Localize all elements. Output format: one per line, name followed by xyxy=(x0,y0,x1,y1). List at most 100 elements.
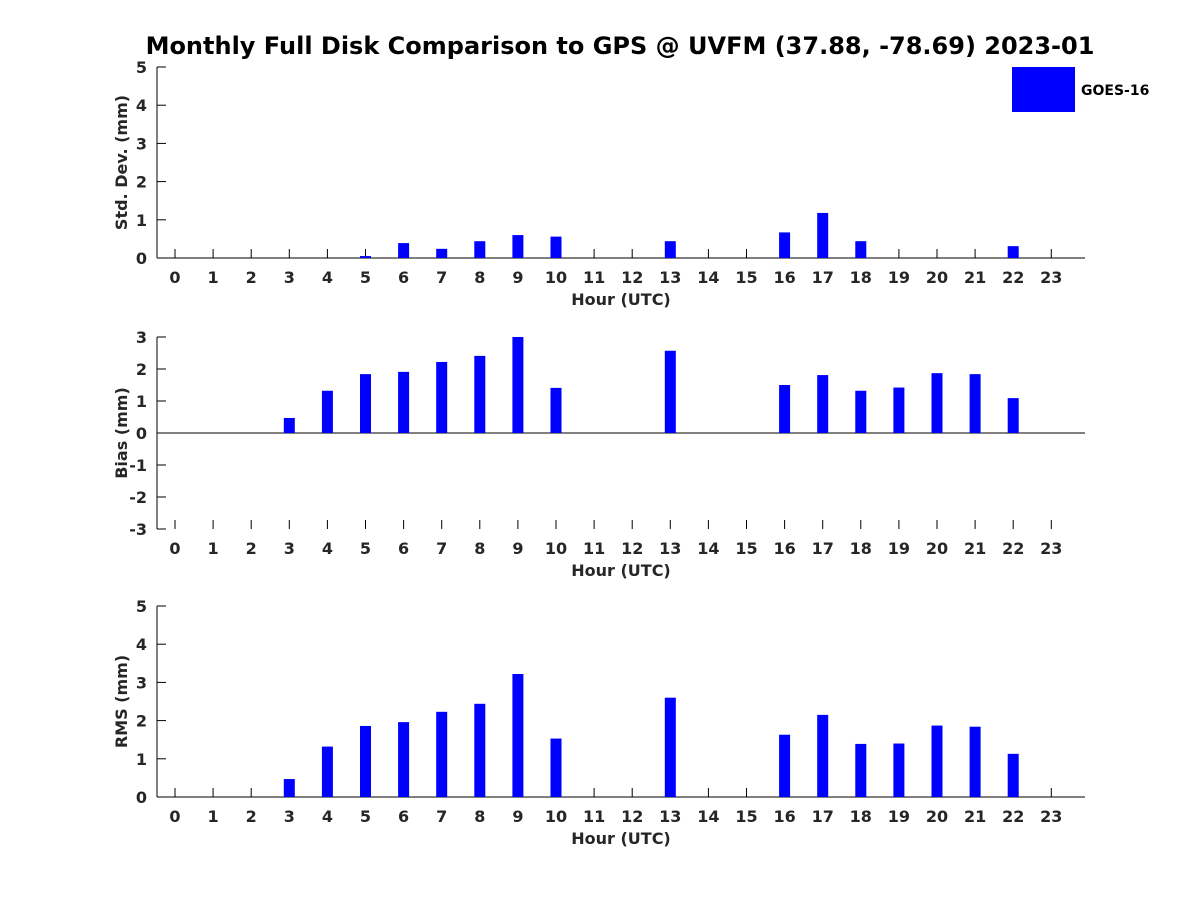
y-tick-label: 2 xyxy=(136,360,147,379)
bar-hour-7 xyxy=(436,361,448,433)
x-tick-label: 9 xyxy=(512,268,523,287)
x-tick-label: 20 xyxy=(926,268,948,287)
x-tick-label: 21 xyxy=(964,539,986,558)
x-tick-label: 19 xyxy=(888,539,910,558)
x-tick-label: 5 xyxy=(360,268,371,287)
x-tick-label: 22 xyxy=(1002,268,1024,287)
y-tick-label: 0 xyxy=(136,424,147,443)
y-tick-label: 1 xyxy=(136,392,147,411)
x-tick-label: 18 xyxy=(850,539,872,558)
x-tick-label: 4 xyxy=(322,268,333,287)
y-tick-label: -2 xyxy=(129,488,147,507)
y-tick-label: 0 xyxy=(136,788,147,807)
x-tick-label: 22 xyxy=(1002,539,1024,558)
x-tick-label: 6 xyxy=(398,539,409,558)
x-tick-label: 18 xyxy=(850,268,872,287)
x-tick-label: 3 xyxy=(284,807,295,826)
x-tick-label: 11 xyxy=(583,807,605,826)
y-tick-label: 5 xyxy=(136,58,147,77)
x-tick-label: 21 xyxy=(964,268,986,287)
x-tick-label: 5 xyxy=(360,539,371,558)
chart-title: Monthly Full Disk Comparison to GPS @ UV… xyxy=(146,32,1095,60)
x-tick-label: 5 xyxy=(360,807,371,826)
y-tick-label: 3 xyxy=(136,673,147,692)
x-tick-label: 15 xyxy=(735,539,757,558)
y-axis-label: Bias (mm) xyxy=(112,387,131,479)
x-tick-label: 2 xyxy=(246,268,257,287)
bar-hour-13 xyxy=(664,241,676,258)
x-tick-label: 14 xyxy=(697,539,719,558)
bar-hour-17 xyxy=(817,714,829,797)
y-tick-label: -1 xyxy=(129,456,147,475)
bar-hour-22 xyxy=(1007,753,1019,797)
bar-hour-18 xyxy=(855,743,867,797)
x-tick-label: 2 xyxy=(246,539,257,558)
x-tick-label: 8 xyxy=(474,539,485,558)
bar-hour-6 xyxy=(398,371,410,433)
y-tick-label: 3 xyxy=(136,328,147,347)
bar-hour-9 xyxy=(512,673,524,797)
y-axis-label: Std. Dev. (mm) xyxy=(112,95,131,230)
bar-hour-7 xyxy=(436,711,448,797)
x-tick-label: 16 xyxy=(773,268,795,287)
x-tick-label: 16 xyxy=(773,807,795,826)
bar-hour-22 xyxy=(1007,246,1019,258)
bar-hour-3 xyxy=(283,779,295,797)
x-tick-label: 7 xyxy=(436,268,447,287)
x-tick-label: 17 xyxy=(812,539,834,558)
x-tick-label: 3 xyxy=(284,268,295,287)
x-tick-label: 23 xyxy=(1040,268,1062,287)
x-tick-label: 17 xyxy=(812,807,834,826)
x-tick-label: 20 xyxy=(926,539,948,558)
x-tick-label: 1 xyxy=(208,807,219,826)
bar-hour-6 xyxy=(398,722,410,797)
x-tick-label: 8 xyxy=(474,807,485,826)
bar-hour-20 xyxy=(931,373,943,433)
x-tick-label: 12 xyxy=(621,539,643,558)
y-tick-label: 1 xyxy=(136,750,147,769)
legend-swatch xyxy=(1012,67,1075,112)
bar-hour-17 xyxy=(817,212,829,258)
x-tick-label: 10 xyxy=(545,268,567,287)
bar-hour-5 xyxy=(360,725,371,797)
x-tick-label: 10 xyxy=(545,807,567,826)
x-tick-label: 7 xyxy=(436,539,447,558)
y-tick-label: 4 xyxy=(136,96,147,115)
x-tick-label: 15 xyxy=(735,268,757,287)
bar-hour-8 xyxy=(474,703,486,797)
x-axis-label: Hour (UTC) xyxy=(571,829,671,848)
x-tick-label: 23 xyxy=(1040,807,1062,826)
y-tick-label: 2 xyxy=(136,173,147,192)
x-tick-label: 21 xyxy=(964,807,986,826)
x-tick-label: 4 xyxy=(322,807,333,826)
x-tick-label: 12 xyxy=(621,268,643,287)
y-tick-label: -3 xyxy=(129,520,147,539)
bar-hour-4 xyxy=(321,746,333,797)
x-tick-label: 22 xyxy=(1002,807,1024,826)
bar-hour-18 xyxy=(855,390,867,433)
x-tick-label: 14 xyxy=(697,268,719,287)
bar-hour-10 xyxy=(550,738,562,797)
x-tick-label: 19 xyxy=(888,807,910,826)
bar-hour-20 xyxy=(931,725,943,797)
bar-hour-13 xyxy=(664,350,676,433)
x-tick-label: 6 xyxy=(398,807,409,826)
x-tick-label: 13 xyxy=(659,539,681,558)
y-tick-label: 1 xyxy=(136,211,147,230)
bar-hour-16 xyxy=(779,232,791,258)
x-tick-label: 2 xyxy=(246,807,257,826)
y-tick-label: 2 xyxy=(136,712,147,731)
bar-hour-5 xyxy=(360,374,371,433)
x-tick-label: 9 xyxy=(512,807,523,826)
x-tick-label: 0 xyxy=(169,807,180,826)
bar-hour-18 xyxy=(855,241,867,258)
bar-hour-3 xyxy=(283,417,295,433)
bar-hour-10 xyxy=(550,387,562,433)
x-tick-label: 13 xyxy=(659,268,681,287)
